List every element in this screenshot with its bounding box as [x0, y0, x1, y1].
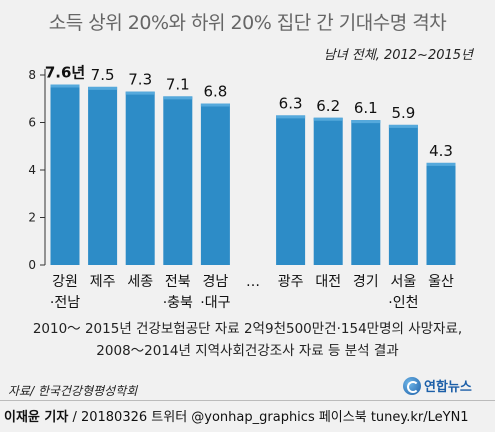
chart-subtitle: 남녀 전체, 2012~2015년 — [323, 48, 473, 63]
source-text: 자료/ 한국건강형평성학회 — [8, 384, 138, 398]
value-label: 7.6년 — [45, 64, 85, 82]
yonhap-logo-icon — [403, 376, 421, 395]
bar-top-highlight — [125, 91, 155, 95]
bar — [351, 120, 381, 265]
y-tick-label: 8 — [28, 68, 36, 82]
bar — [163, 96, 193, 265]
bar — [200, 103, 230, 265]
bar — [313, 117, 343, 265]
bar-top-highlight — [88, 86, 118, 90]
category-label: ·전남 — [50, 295, 80, 311]
bar — [50, 84, 80, 265]
footer-details: / 20180326 트위터 @yonhap_graphics 페이스북 tun… — [68, 410, 469, 425]
category-label: … — [246, 274, 260, 290]
note-line-2: 2008～2014년 지역사회건강조사 자료 등 분석 결과 — [96, 343, 399, 359]
bar-top-highlight — [276, 115, 306, 119]
bar — [276, 115, 306, 265]
footer-reporter: 이재윤 기자 — [4, 410, 69, 425]
bar-top-highlight — [163, 96, 193, 100]
y-tick-label: 4 — [28, 163, 36, 177]
category-label: 제주 — [90, 274, 116, 290]
value-label: 5.9 — [391, 104, 415, 122]
category-label: ·충북 — [163, 295, 193, 311]
yonhap-logo: 연합뉴스 — [403, 376, 472, 395]
y-tick-label: 0 — [28, 258, 36, 272]
value-label: 7.1 — [166, 75, 190, 93]
category-label: 광주 — [278, 274, 304, 290]
bar — [125, 91, 155, 265]
bar — [426, 162, 456, 265]
chart-title: 소득 상위 20%와 하위 20% 집단 간 기대수명 격차 — [48, 12, 447, 34]
category-label: 전북 — [165, 274, 191, 290]
value-label: 7.5 — [91, 66, 115, 84]
value-label: 6.3 — [279, 94, 303, 112]
bar-top-highlight — [200, 103, 230, 107]
bar-top-highlight — [426, 162, 456, 166]
bar-top-highlight — [388, 124, 418, 128]
value-label: 4.3 — [429, 142, 453, 160]
category-label: 울산 — [428, 274, 454, 290]
category-label: ·인천 — [388, 295, 418, 311]
category-label: 경남 — [203, 274, 229, 290]
y-tick-label: 6 — [28, 116, 36, 130]
category-label: ·대구 — [200, 295, 230, 311]
value-label: 6.1 — [354, 99, 378, 117]
category-label: 강원 — [52, 274, 78, 290]
footer-divider — [0, 400, 495, 401]
bar-top-highlight — [50, 84, 80, 88]
bar-top-highlight — [313, 117, 343, 121]
footer: 이재윤 기자 / 20180326 트위터 @yonhap_graphics 페… — [4, 406, 469, 425]
value-label: 6.2 — [316, 97, 340, 115]
category-label: 세종 — [127, 274, 153, 290]
value-label: 6.8 — [203, 83, 227, 101]
category-label: 대전 — [315, 274, 341, 290]
category-label: 경기 — [353, 274, 379, 290]
bar — [388, 124, 418, 265]
category-label: 서울 — [391, 274, 417, 290]
logo-text: 연합뉴스 — [424, 380, 472, 395]
bar — [88, 86, 118, 265]
value-label: 7.3 — [128, 71, 152, 89]
note-line-1: 2010～ 2015년 건강보험공단 자료 2억9천500만건·154만명의 사… — [32, 321, 463, 337]
y-tick-label: 2 — [28, 211, 36, 225]
bar-top-highlight — [351, 120, 381, 124]
